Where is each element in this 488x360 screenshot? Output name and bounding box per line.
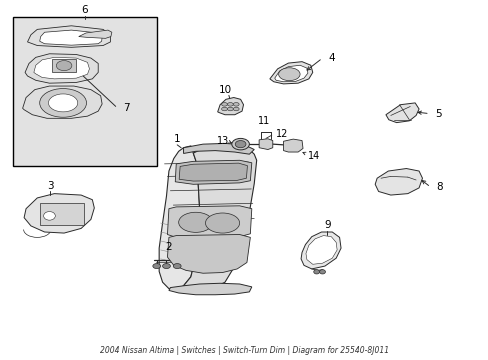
- Ellipse shape: [233, 103, 239, 106]
- Text: 12: 12: [276, 129, 288, 139]
- Ellipse shape: [227, 103, 233, 106]
- Polygon shape: [305, 235, 336, 264]
- Ellipse shape: [233, 107, 239, 111]
- Polygon shape: [167, 234, 250, 273]
- Text: 2004 Nissan Altima | Switches | Switch-Turn Dim | Diagram for 25540-8J011: 2004 Nissan Altima | Switches | Switch-T…: [100, 346, 388, 355]
- Polygon shape: [27, 26, 110, 47]
- Ellipse shape: [40, 89, 86, 117]
- Ellipse shape: [319, 270, 325, 274]
- Polygon shape: [34, 57, 89, 79]
- Polygon shape: [217, 98, 243, 115]
- Text: 3: 3: [47, 181, 54, 191]
- Polygon shape: [175, 160, 251, 184]
- Polygon shape: [259, 139, 272, 149]
- Text: 6: 6: [81, 5, 88, 15]
- Ellipse shape: [43, 212, 55, 220]
- Text: 14: 14: [307, 150, 320, 161]
- Ellipse shape: [153, 264, 160, 269]
- Polygon shape: [179, 163, 247, 181]
- Ellipse shape: [173, 264, 181, 269]
- Ellipse shape: [48, 94, 78, 112]
- Polygon shape: [269, 62, 312, 84]
- Polygon shape: [274, 65, 307, 82]
- Ellipse shape: [178, 212, 212, 232]
- Polygon shape: [167, 206, 251, 237]
- Text: 8: 8: [436, 182, 442, 192]
- Ellipse shape: [278, 68, 300, 81]
- Text: 4: 4: [328, 53, 334, 63]
- FancyBboxPatch shape: [13, 17, 157, 166]
- Polygon shape: [183, 146, 256, 289]
- Polygon shape: [24, 194, 94, 233]
- Polygon shape: [22, 86, 102, 118]
- Text: 9: 9: [324, 220, 330, 230]
- Bar: [52, 59, 76, 72]
- Polygon shape: [301, 232, 340, 269]
- Polygon shape: [168, 283, 251, 295]
- Ellipse shape: [221, 103, 227, 106]
- Polygon shape: [79, 30, 112, 39]
- Text: 10: 10: [218, 85, 231, 95]
- Polygon shape: [374, 168, 422, 195]
- Ellipse shape: [313, 270, 319, 274]
- Ellipse shape: [205, 213, 239, 233]
- Polygon shape: [159, 146, 199, 289]
- Polygon shape: [25, 54, 98, 83]
- Ellipse shape: [56, 60, 72, 71]
- Text: 5: 5: [435, 109, 441, 119]
- Polygon shape: [183, 143, 254, 154]
- Polygon shape: [40, 30, 102, 45]
- Ellipse shape: [231, 138, 249, 150]
- Polygon shape: [283, 139, 303, 152]
- Text: 7: 7: [123, 103, 130, 113]
- Text: 1: 1: [174, 134, 180, 144]
- Text: 11: 11: [257, 116, 269, 126]
- Ellipse shape: [162, 264, 170, 269]
- Ellipse shape: [227, 107, 233, 111]
- Polygon shape: [385, 103, 418, 123]
- Text: 13: 13: [216, 136, 228, 146]
- Ellipse shape: [235, 140, 245, 148]
- Bar: [40, 203, 83, 225]
- Ellipse shape: [221, 107, 227, 111]
- Text: 2: 2: [165, 242, 172, 252]
